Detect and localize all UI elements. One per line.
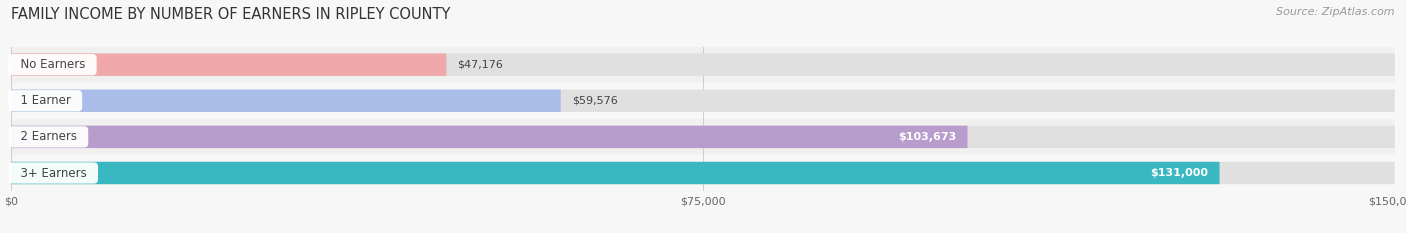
FancyBboxPatch shape	[11, 162, 1219, 184]
Text: $47,176: $47,176	[457, 60, 503, 70]
Text: $103,673: $103,673	[898, 132, 956, 142]
Text: Source: ZipAtlas.com: Source: ZipAtlas.com	[1277, 7, 1395, 17]
FancyBboxPatch shape	[11, 89, 1395, 112]
FancyBboxPatch shape	[11, 53, 446, 76]
Text: No Earners: No Earners	[13, 58, 93, 71]
Text: $131,000: $131,000	[1150, 168, 1208, 178]
FancyBboxPatch shape	[10, 119, 1396, 155]
Text: 3+ Earners: 3+ Earners	[13, 167, 94, 179]
Text: $59,576: $59,576	[572, 96, 617, 106]
Text: 1 Earner: 1 Earner	[13, 94, 77, 107]
FancyBboxPatch shape	[11, 53, 1395, 76]
Text: 2 Earners: 2 Earners	[13, 130, 84, 143]
FancyBboxPatch shape	[10, 155, 1396, 191]
FancyBboxPatch shape	[11, 89, 561, 112]
FancyBboxPatch shape	[11, 162, 1395, 184]
FancyBboxPatch shape	[10, 47, 1396, 83]
FancyBboxPatch shape	[11, 126, 967, 148]
FancyBboxPatch shape	[10, 83, 1396, 119]
Text: FAMILY INCOME BY NUMBER OF EARNERS IN RIPLEY COUNTY: FAMILY INCOME BY NUMBER OF EARNERS IN RI…	[11, 7, 450, 22]
FancyBboxPatch shape	[11, 126, 1395, 148]
